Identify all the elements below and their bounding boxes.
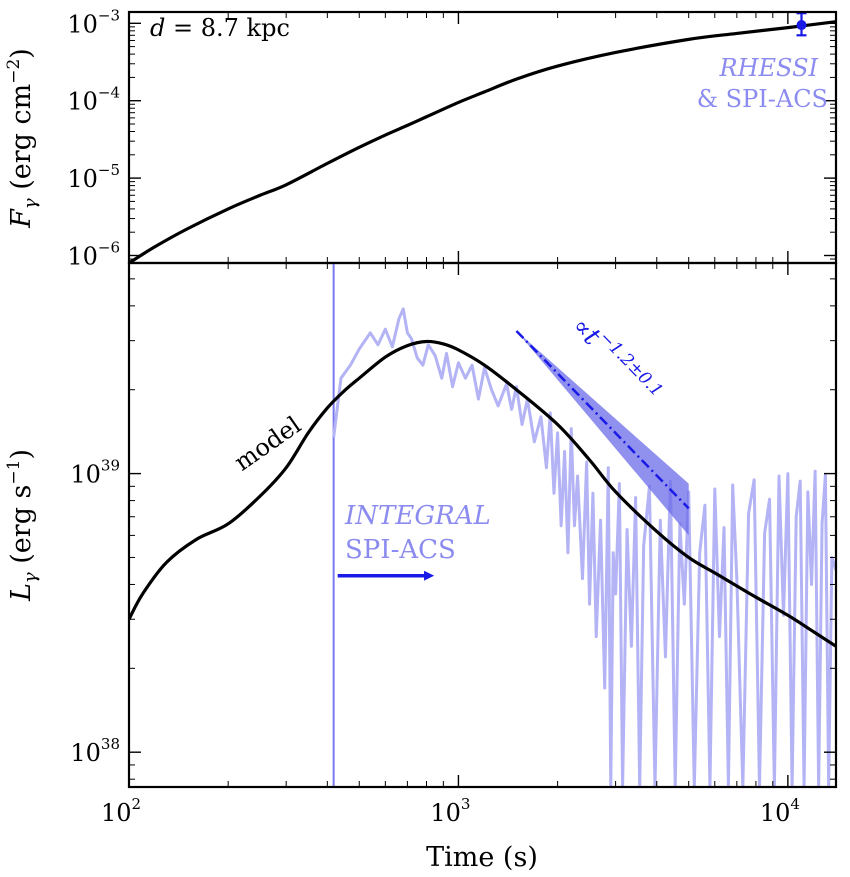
y-tick-label: 10−5	[67, 161, 120, 193]
y-tick-label: 10−6	[67, 238, 120, 270]
x-axis-label: Time (s)	[426, 842, 538, 873]
luminosity-model-line	[129, 339, 836, 648]
power-law-exp: −1.2±0.1	[595, 328, 667, 401]
fluence-model-line	[129, 20, 836, 263]
x-tick-label: 103	[430, 795, 470, 827]
y-tick-label: 1038	[70, 735, 120, 767]
integral-light-curve	[332, 307, 836, 787]
bottom-panel: 102 103 104 1039 1038 model INTEGRAL SPI-ACS…	[4, 261, 838, 873]
model-label: model	[229, 411, 306, 477]
bottom-axes-frame	[127, 261, 838, 789]
top-y-axis-label: Fγ (erg cm−2)	[4, 48, 41, 229]
power-law-line	[515, 330, 690, 510]
y-tick-label: 1039	[70, 457, 120, 489]
rhessi-label: RHESSI	[719, 54, 819, 82]
top-axes-frame	[127, 10, 838, 265]
distance-annotation: d = 8.7 kpc	[150, 14, 290, 42]
y-tick-label: 10−3	[67, 6, 120, 38]
x-tick-label: 104	[760, 795, 800, 827]
bottom-series-layer	[129, 263, 836, 787]
spi-acs-label-top: & SPI-ACS	[697, 85, 828, 113]
power-law-band	[516, 330, 689, 536]
top-panel: 10−3 10−4 10−5 10−6 d = 8.7 kpc RHESSI & SP…	[4, 6, 838, 270]
y-tick-label: 10−4	[67, 84, 120, 116]
top-series-layer	[129, 12, 836, 263]
rhessi-point	[796, 20, 807, 31]
spi-acs-label-bottom: SPI-ACS	[345, 535, 456, 565]
x-tick-label: 102	[101, 795, 141, 827]
bottom-y-axis-label: Lγ (erg s−1)	[4, 449, 41, 602]
integral-label: INTEGRAL	[344, 501, 491, 531]
top-ticks: 10−3 10−4 10−5 10−6	[67, 6, 836, 270]
